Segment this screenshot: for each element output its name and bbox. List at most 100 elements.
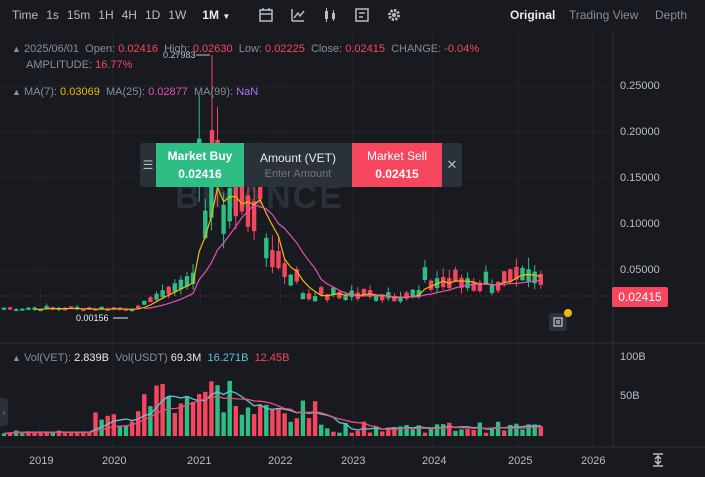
volume-bar [148,406,153,436]
chart-settings-icon[interactable] [354,7,370,23]
candle-body [300,293,306,300]
volume-bar [184,396,190,436]
candles-icon[interactable] [322,7,338,23]
close-icon[interactable]: ✕ [446,157,458,172]
volume-bar [343,423,348,436]
volume-bar [331,431,336,436]
volume-bar [56,430,62,436]
calendar-icon[interactable] [258,7,274,23]
candle-body [7,307,13,310]
fit-axis-icon[interactable] [650,452,666,468]
drag-handle-icon[interactable]: ☰ [142,158,154,172]
candle-body [380,294,385,301]
tab-original[interactable]: Original [510,8,556,22]
gear-icon[interactable] [386,7,402,23]
candle-body [14,309,19,311]
timeframe-1s[interactable]: 1s [46,8,59,22]
low-value: 0.02225 [265,43,305,55]
indicators-icon[interactable] [290,7,306,23]
candle-body [270,250,275,268]
candle-body [81,309,86,312]
quick-trade-panel: ☰ Market Buy 0.02416 Amount (VET) Market… [140,143,462,187]
candle-body [483,271,489,284]
candle-body [44,305,49,309]
ma99-value: NaN [236,86,259,98]
vol-ma2-value: 12.45B [254,352,290,364]
candle-body [288,274,293,286]
timeframe-15m[interactable]: 15m [66,8,91,22]
timeframe-1m-label: 1M [202,8,219,22]
volume-bar [233,405,238,436]
volume-bar [325,428,330,436]
candle-body [373,295,379,301]
chart-grid [0,30,613,447]
candle-body [154,293,159,300]
candle-body [325,294,330,301]
market-sell-button[interactable]: Market Sell 0.02415 [352,143,442,187]
timeframe-1w[interactable]: 1W [168,8,187,22]
candle-body [465,278,470,289]
volume-bar [410,429,415,436]
volume-bar [20,433,25,436]
time-label[interactable]: Time [12,8,39,22]
candle-body [495,281,501,291]
time-tick: 2020 [102,455,127,467]
volume-bar [434,424,440,436]
candle-body [178,279,184,290]
volume-bar [416,425,421,436]
market-buy-price: 0.02416 [178,167,222,181]
timeframe-1d[interactable]: 1D [144,8,161,22]
market-buy-button[interactable]: Market Buy 0.02416 [156,143,244,187]
panel-collapse-handle[interactable]: › [0,398,8,426]
chevron-down-icon: ▼ [222,12,231,21]
volume-bar [526,424,531,436]
ma-lines-layer [34,185,541,310]
volume-bar [38,432,43,436]
time-tick: 2021 [187,455,212,467]
tab-trading-view[interactable]: Trading View [569,8,639,22]
volume-bar [160,383,165,436]
close-label: Close: [310,43,343,55]
timeframe-4h[interactable]: 4H [121,8,137,22]
chevron-up-icon[interactable]: ▲ [12,87,21,97]
volume-bar [453,430,458,436]
volume-bar [441,424,446,436]
market-sell-price: 0.02415 [375,167,419,181]
amount-label: Amount (VET) [259,150,337,165]
change-value: -0.04% [444,43,480,55]
volume-bar [367,432,373,436]
candle-body [337,291,342,299]
volume-bar [44,432,49,436]
volume-bar [190,401,196,436]
price-tick: 0.20000 [620,126,660,138]
volume-bar [14,430,19,436]
tab-depth[interactable]: Depth [655,8,688,22]
candle-body [99,306,104,310]
candle-body [264,237,269,259]
candle-body [532,271,537,284]
timeframe-1h[interactable]: 1H [98,8,114,22]
open-value: 0.02416 [118,43,158,55]
timeframe-1m-dropdown[interactable]: 1M ▼ [202,8,230,22]
volume-bar [154,385,159,436]
candle-body [172,283,177,292]
candle-body [129,309,135,312]
amount-input[interactable] [253,167,343,180]
order-book-icon[interactable] [549,313,567,331]
chevron-up-icon[interactable]: ▲ [12,353,21,363]
volume-bar [520,429,525,436]
volume-bar [495,421,501,436]
volume-bar [87,432,92,436]
candle-body [312,296,318,302]
candle-body [386,292,391,299]
current-price-badge: 0.02415 [612,287,668,307]
candle-body [526,269,531,282]
volume-bar [319,424,324,436]
volume-bar [93,412,98,436]
volume-bar [447,422,452,436]
candle-body [62,308,68,311]
candle-body [477,282,482,292]
candle-body [20,308,25,311]
candle-body [331,287,336,296]
chevron-up-icon[interactable]: ▲ [12,44,21,54]
